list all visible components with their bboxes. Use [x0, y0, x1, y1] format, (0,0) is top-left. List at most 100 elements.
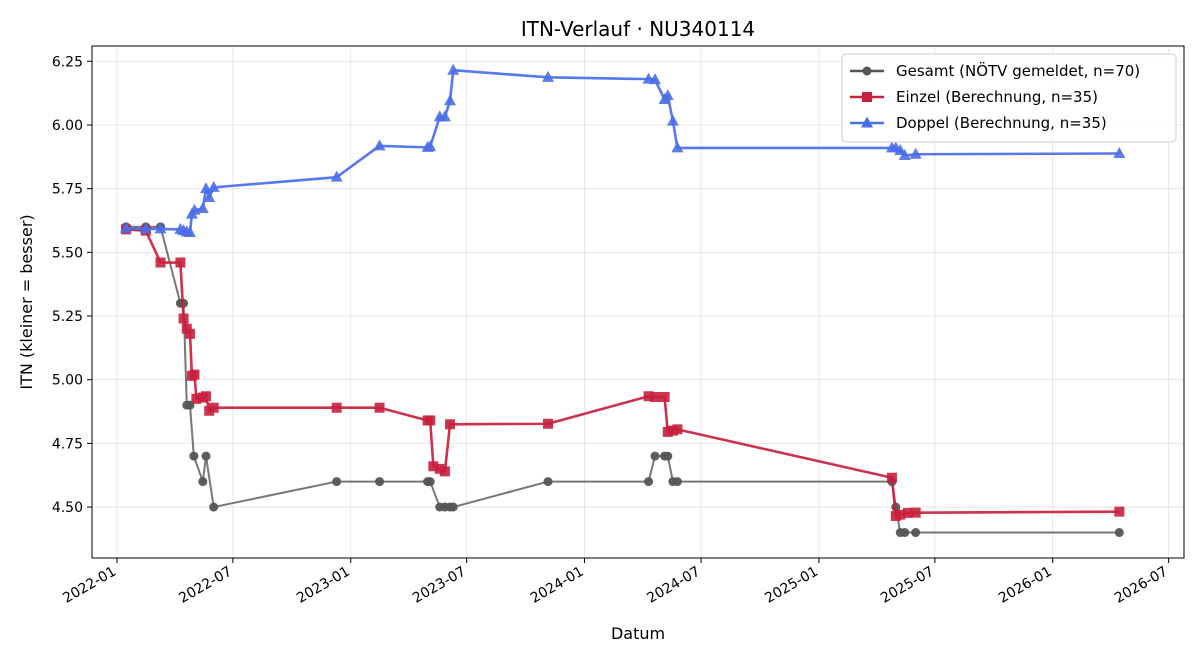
data-point-einzel: [175, 257, 186, 268]
legend: Gesamt (NÖTV gemeldet, n=70) Einzel (Bere…: [841, 53, 1177, 143]
data-point-einzel: [643, 391, 654, 402]
data-point-einzel: [201, 391, 212, 402]
x-tick-label: 2024-01: [528, 564, 587, 607]
data-point-gesamt: [543, 477, 553, 487]
data-point-doppel: [542, 70, 555, 82]
data-point-gesamt: [201, 451, 211, 461]
y-tick-label: 4.50: [52, 500, 83, 516]
x-tick-label: 2026-07: [1112, 564, 1171, 607]
data-point-einzel: [155, 257, 166, 268]
data-point-gesamt: [375, 477, 385, 487]
data-point-einzel: [672, 424, 683, 435]
data-point-einzel: [895, 509, 906, 520]
y-tick-label: 4.75: [52, 436, 83, 452]
data-point-einzel: [659, 392, 670, 403]
series-doppel: [119, 63, 1126, 237]
y-tick-label: 5.00: [52, 373, 83, 389]
x-tick-label: 2024-07: [644, 564, 703, 607]
data-point-einzel: [178, 313, 189, 324]
data-point-doppel: [119, 221, 132, 233]
plot-frame: [91, 45, 1185, 559]
y-tick-label: 5.25: [52, 309, 83, 325]
data-point-doppel: [648, 73, 661, 85]
data-point-gesamt: [209, 502, 219, 512]
grid-layer: [92, 46, 1184, 558]
data-point-gesamt: [644, 477, 654, 487]
data-point-einzel: [910, 507, 921, 518]
data-point-doppel: [447, 63, 460, 75]
data-point-gesamt: [189, 451, 199, 461]
y-axis-title: ITN (kleiner = besser): [17, 214, 36, 389]
series-layer: [119, 63, 1126, 538]
data-point-einzel: [439, 466, 450, 477]
y-tick-label: 5.50: [52, 245, 83, 261]
legend-box: [841, 53, 1177, 143]
data-point-gesamt: [663, 451, 673, 461]
data-point-doppel: [139, 222, 152, 234]
y-tick-label: 6.25: [52, 54, 83, 70]
data-point-gesamt: [911, 528, 921, 538]
data-point-gesamt: [198, 477, 208, 487]
data-point-doppel: [330, 170, 343, 182]
data-point-gesamt: [332, 477, 342, 487]
data-point-doppel: [661, 89, 674, 101]
series-einzel: [120, 224, 1125, 521]
legend-marker-gesamt: [862, 66, 872, 76]
data-point-gesamt: [900, 528, 910, 538]
data-point-doppel: [671, 141, 684, 153]
x-axis-title: Datum: [611, 624, 665, 643]
data-point-einzel: [184, 328, 195, 339]
series-gesamt: [121, 222, 1124, 538]
legend-marker-einzel: [862, 92, 872, 102]
x-tick-label: 2022-07: [176, 564, 235, 607]
data-point-einzel: [191, 393, 202, 404]
data-point-doppel: [207, 180, 220, 192]
data-point-doppel: [203, 191, 216, 203]
legend-label-doppel: Doppel (Berechnung, n=35): [896, 114, 1107, 132]
data-point-gesamt: [448, 502, 458, 512]
chart-title: ITN-Verlauf · NU340114: [521, 17, 755, 41]
data-point-doppel: [444, 94, 457, 106]
data-point-doppel: [424, 140, 437, 152]
data-point-einzel: [543, 418, 554, 429]
data-point-gesamt: [1114, 528, 1124, 538]
data-point-einzel: [331, 402, 342, 413]
legend-items: Gesamt (NÖTV gemeldet, n=70) Einzel (Bere…: [850, 61, 1140, 132]
data-point-einzel: [434, 463, 445, 474]
data-point-einzel: [189, 369, 200, 380]
data-point-einzel: [445, 419, 456, 430]
data-point-doppel: [183, 225, 196, 237]
data-point-einzel: [662, 426, 673, 437]
x-tick-label: 2023-01: [294, 564, 353, 607]
data-point-doppel: [196, 202, 209, 214]
y-tick-label: 5.75: [52, 182, 83, 198]
data-point-einzel: [886, 472, 897, 483]
data-point-doppel: [438, 110, 451, 122]
data-point-doppel: [666, 114, 679, 126]
legend-label-einzel: Einzel (Berechnung, n=35): [896, 88, 1098, 106]
data-point-einzel: [1114, 506, 1125, 517]
series-line-einzel: [125, 228, 1120, 518]
data-point-doppel: [898, 149, 911, 161]
data-point-doppel: [1113, 146, 1126, 158]
data-point-einzel: [425, 415, 436, 426]
data-point-doppel: [909, 147, 922, 159]
data-point-einzel: [902, 507, 913, 518]
data-point-einzel: [208, 402, 219, 413]
data-point-einzel: [374, 402, 385, 413]
data-point-gesamt: [425, 477, 435, 487]
data-point-doppel: [154, 222, 167, 234]
data-point-gesamt: [650, 451, 660, 461]
data-point-einzel: [181, 323, 192, 334]
data-point-doppel: [373, 139, 386, 151]
y-tick-label: 6.00: [52, 118, 83, 134]
x-tick-label: 2023-07: [410, 564, 469, 607]
data-point-einzel: [649, 392, 660, 403]
x-tick-label: 2025-01: [762, 564, 821, 607]
x-tick-label: 2025-07: [878, 564, 937, 607]
legend-label-gesamt: Gesamt (NÖTV gemeldet, n=70): [896, 61, 1140, 80]
x-tick-label: 2022-01: [60, 564, 119, 607]
legend-marker-doppel: [861, 116, 873, 128]
